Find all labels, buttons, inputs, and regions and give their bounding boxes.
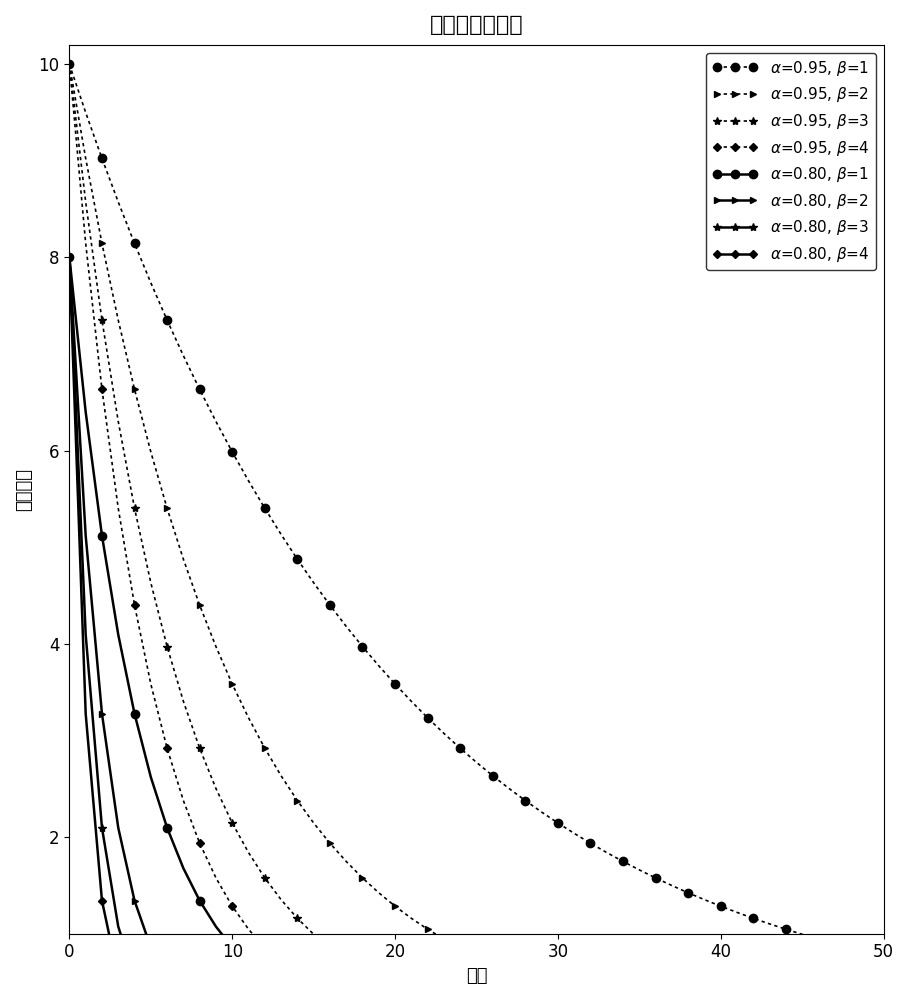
Line: α=0.80, β=1: α=0.80, β=1	[65, 253, 888, 1000]
α=0.95, β=2	[308, 817, 319, 829]
α=0.95, β=1	[308, 577, 319, 589]
Title: 失分基值趋势图: 失分基值趋势图	[430, 15, 524, 35]
α=0.95, β=2	[601, 992, 612, 1000]
α=0.95, β=1	[243, 475, 254, 487]
Line: α=0.80, β=2: α=0.80, β=2	[66, 254, 887, 1000]
α=0.80, β=4	[64, 251, 75, 263]
α=0.95, β=1	[862, 946, 873, 958]
α=0.80, β=2	[64, 251, 75, 263]
Legend: $\alpha$=0.95, $\beta$=1, $\alpha$=0.95, $\beta$=2, $\alpha$=0.95, $\beta$=3, $\: $\alpha$=0.95, $\beta$=1, $\alpha$=0.95,…	[705, 53, 876, 270]
α=0.95, β=4	[308, 980, 319, 992]
α=0.80, β=1	[243, 958, 254, 970]
α=0.95, β=4	[325, 988, 335, 1000]
α=0.95, β=3	[64, 58, 75, 70]
Line: α=0.95, β=3: α=0.95, β=3	[65, 60, 888, 1000]
α=0.95, β=1	[601, 847, 612, 859]
α=0.95, β=1	[650, 872, 661, 884]
Line: α=0.95, β=2: α=0.95, β=2	[66, 61, 887, 1000]
α=0.95, β=1	[878, 950, 889, 962]
Line: α=0.80, β=3: α=0.80, β=3	[65, 253, 888, 1000]
α=0.95, β=4	[64, 58, 75, 70]
α=0.95, β=3	[243, 847, 254, 859]
α=0.95, β=2	[64, 58, 75, 70]
α=0.95, β=2	[243, 712, 254, 724]
Line: α=0.95, β=4: α=0.95, β=4	[66, 61, 886, 1000]
α=0.95, β=1	[325, 599, 335, 611]
α=0.80, β=1	[308, 997, 319, 1000]
X-axis label: 轮数: 轮数	[465, 967, 487, 985]
α=0.95, β=4	[243, 923, 254, 935]
α=0.95, β=3	[325, 942, 335, 954]
α=0.80, β=3	[64, 251, 75, 263]
α=0.95, β=2	[325, 837, 335, 849]
Line: α=0.95, β=1: α=0.95, β=1	[65, 60, 888, 960]
α=0.80, β=1	[64, 251, 75, 263]
α=0.95, β=3	[308, 928, 319, 940]
Y-axis label: 失分基值: 失分基值	[15, 468, 33, 511]
Line: α=0.80, β=4: α=0.80, β=4	[66, 255, 886, 1000]
α=0.95, β=1	[64, 58, 75, 70]
